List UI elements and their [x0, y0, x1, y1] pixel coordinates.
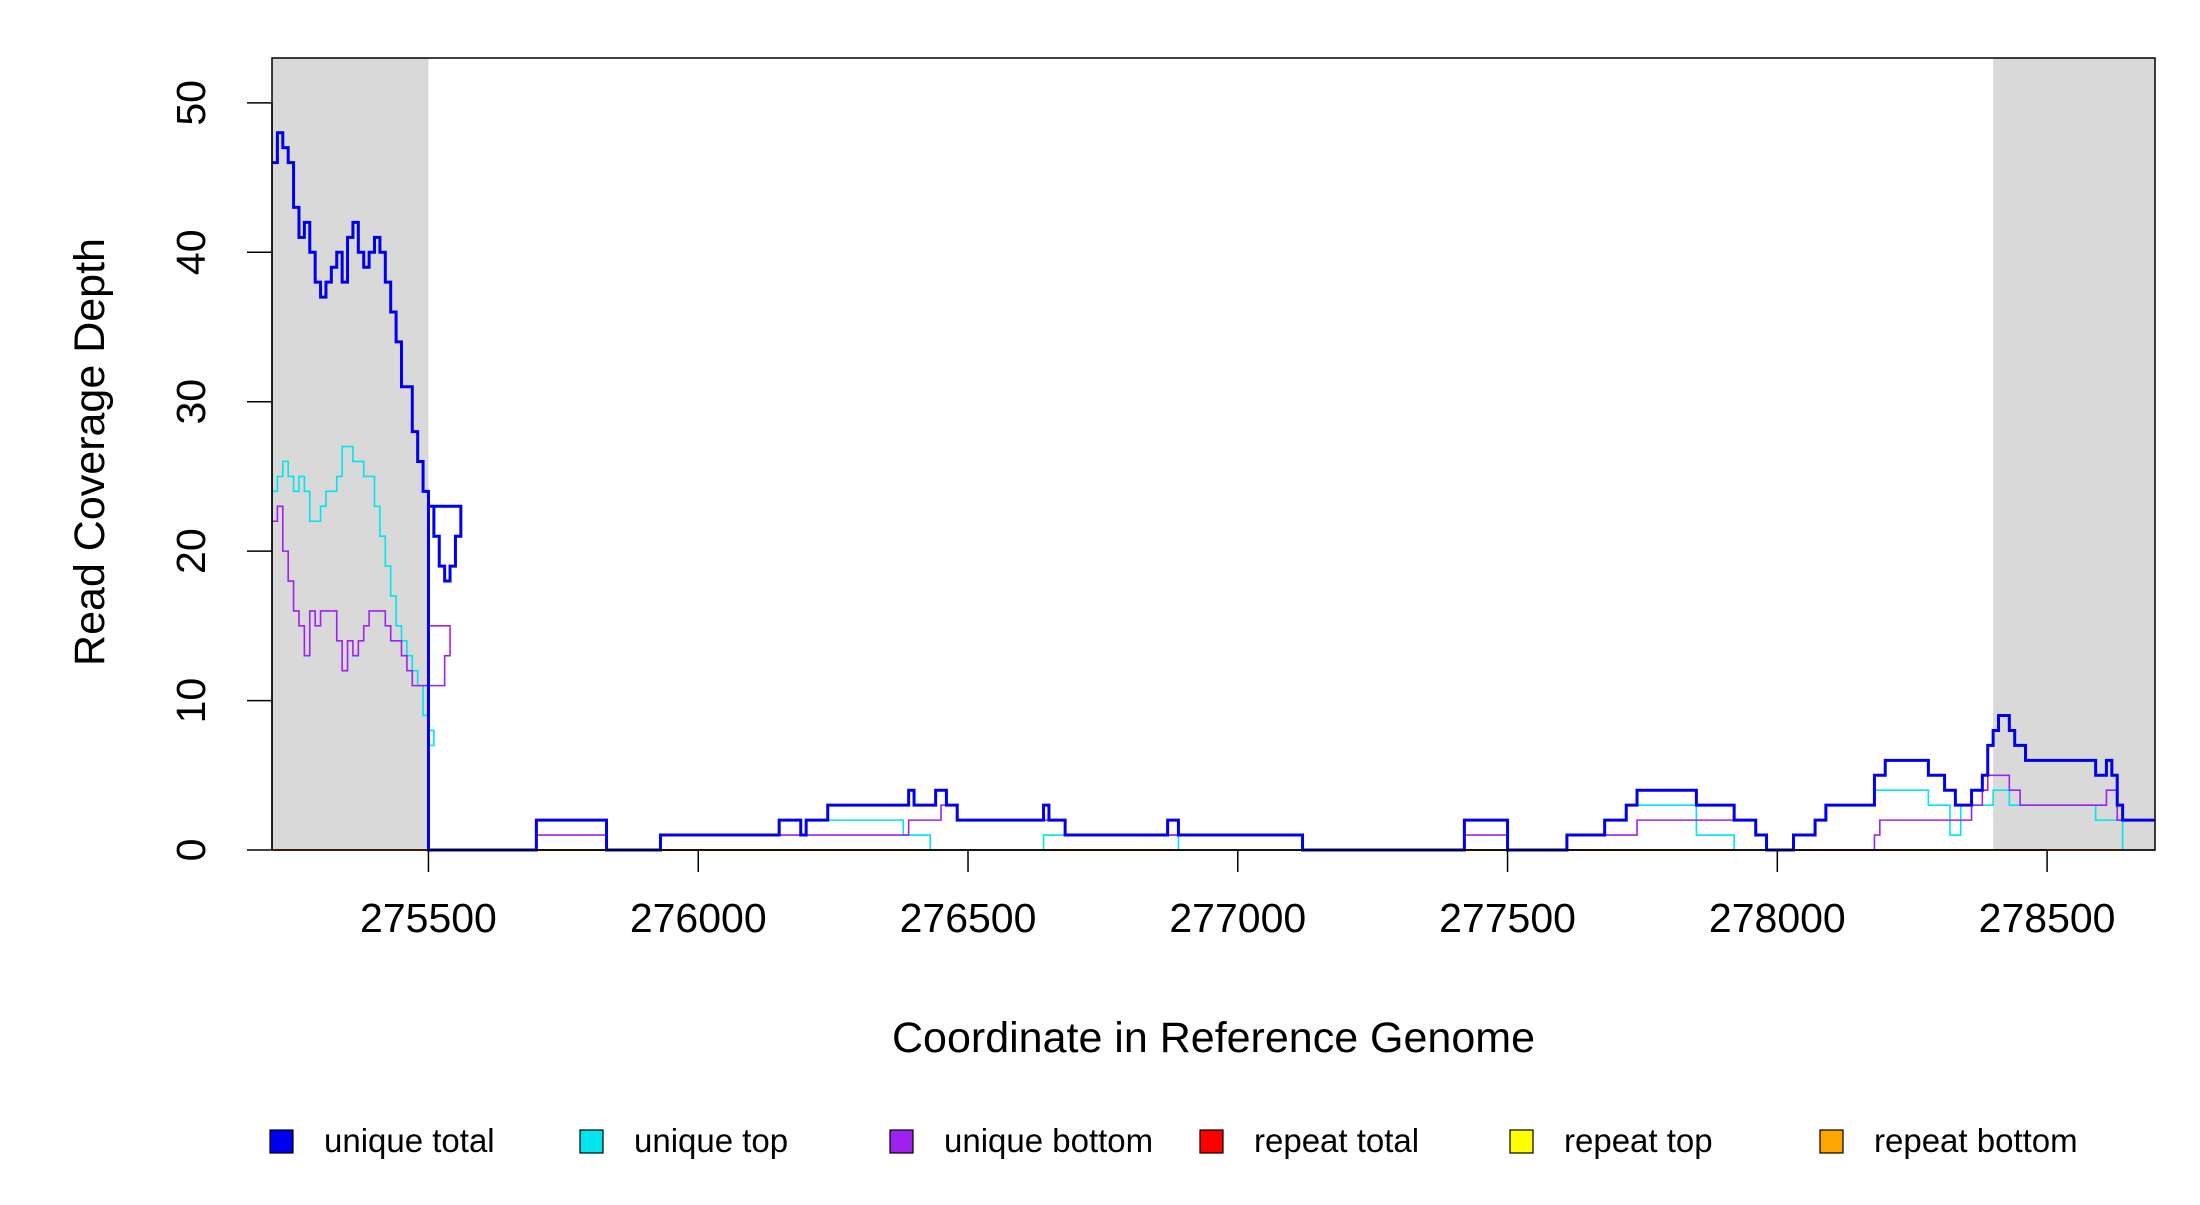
legend-swatch [1199, 1129, 1224, 1154]
legend-item-unique-bottom: unique bottom [889, 1122, 1153, 1159]
legend-swatch [269, 1129, 294, 1154]
y-axis: 0 10 20 30 40 50 [168, 80, 273, 862]
legend-item-unique-top: unique top [579, 1122, 788, 1159]
legend-label: unique top [634, 1122, 788, 1159]
y-tick-label-30: 30 [168, 379, 214, 425]
shaded-region-2 [1993, 58, 2155, 850]
legend-label: repeat bottom [1874, 1122, 2078, 1159]
series-line-unique-bottom [272, 505, 2155, 851]
legend-label: unique total [324, 1122, 495, 1159]
y-tick-label-10: 10 [168, 678, 214, 724]
x-tick-label-277000: 277000 [1169, 895, 1306, 941]
legend-item-unique-total: unique total [269, 1122, 495, 1159]
y-tick-label-0: 0 [168, 839, 214, 862]
shaded-regions [272, 58, 2155, 850]
x-tick-label-278500: 278500 [1979, 895, 2116, 941]
x-tick-label-276500: 276500 [900, 895, 1037, 941]
y-tick-label-40: 40 [168, 229, 214, 275]
series-line-unique-top [272, 445, 2155, 851]
legend-item-repeat-top: repeat top [1509, 1122, 1713, 1159]
y-axis-label: Read Coverage Depth [66, 238, 114, 666]
x-axis: 275500 276000 276500 277000 277500 278000 2785… [360, 849, 2116, 941]
legend-label: repeat total [1254, 1122, 1419, 1159]
x-axis-label: Coordinate in Reference Genome [892, 1014, 1535, 1062]
plot-frame [271, 57, 2156, 851]
legend-swatch [1819, 1129, 1844, 1154]
y-tick-label-20: 20 [168, 528, 214, 574]
legend-label: unique bottom [944, 1122, 1153, 1159]
x-tick-label-277500: 277500 [1439, 895, 1576, 941]
legend-swatch [1509, 1129, 1534, 1154]
y-tick-label-50: 50 [168, 80, 214, 126]
series-line-unique-total [272, 131, 2155, 852]
legend-item-repeat-total: repeat total [1199, 1122, 1419, 1159]
x-tick-label-275500: 275500 [360, 895, 497, 941]
shaded-region-1 [272, 58, 429, 850]
legend-swatch [579, 1129, 604, 1154]
legend: unique total unique top unique bottom repea… [269, 1122, 2078, 1159]
legend-label: repeat top [1564, 1122, 1713, 1159]
x-tick-label-278000: 278000 [1709, 895, 1846, 941]
series-lines [272, 131, 2155, 852]
legend-swatch [889, 1129, 914, 1154]
legend-item-repeat-bottom: repeat bottom [1819, 1122, 2078, 1159]
x-tick-label-276000: 276000 [630, 895, 767, 941]
